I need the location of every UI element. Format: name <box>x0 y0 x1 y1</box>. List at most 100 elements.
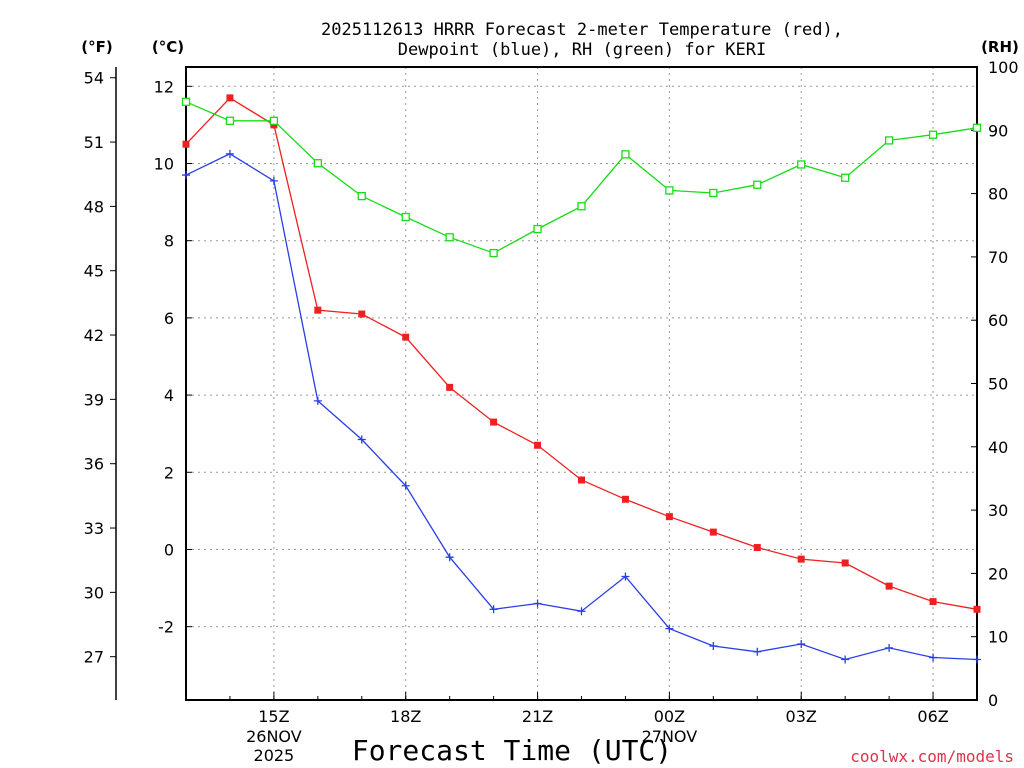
time-tick-year: 2025 <box>254 746 295 765</box>
time-tick-label: 03Z <box>786 707 817 726</box>
rh-point <box>928 130 938 139</box>
temperature-point <box>885 582 893 590</box>
dewpoint-point <box>753 647 762 656</box>
time-tick-label: 00Z <box>654 707 685 726</box>
rh-point <box>313 159 322 168</box>
fahrenheit-tick-label: 54 <box>84 69 104 88</box>
chart-title-line1: 2025112613 HRRR Forecast 2-meter Tempera… <box>321 20 843 40</box>
celsius-tick-label: 8 <box>164 232 174 251</box>
rh-tick-label: 50 <box>988 375 1008 394</box>
chart-title-line2: Dewpoint (blue), RH (green) for KERI <box>398 40 766 60</box>
dewpoint-point <box>841 655 850 664</box>
data-series <box>181 94 982 664</box>
temperature-series <box>182 94 981 613</box>
dewpoint-point <box>885 643 894 652</box>
celsius-tick-label: 10 <box>154 154 174 173</box>
rh-tick-label: 20 <box>988 564 1008 583</box>
grid-lines <box>186 67 977 700</box>
rh-point <box>489 248 498 258</box>
dewpoint-point <box>401 481 410 490</box>
temperature-point <box>358 310 366 318</box>
dewpoint-point <box>489 605 498 614</box>
rh-point <box>665 186 674 195</box>
temperature-point <box>841 559 849 567</box>
rh-tick-label: 30 <box>988 501 1008 520</box>
rh-point <box>577 202 586 211</box>
rh-point <box>225 116 235 125</box>
time-tick-label: 21Z <box>522 707 553 726</box>
fahrenheit-tick-label: 33 <box>84 519 104 538</box>
dewpoint-point <box>973 655 981 664</box>
temperature-point <box>709 528 717 536</box>
fahrenheit-axis-ticks: 27 30 33 36 39 42 45 48 51 54 <box>84 69 116 667</box>
celsius-tick-label: 12 <box>154 77 174 96</box>
time-tick-label: 18Z <box>390 707 421 726</box>
dewpoint-point <box>225 149 234 158</box>
fahrenheit-tick-label: 51 <box>84 133 104 152</box>
temperature-point <box>490 418 498 426</box>
celsius-tick-label: 4 <box>164 386 174 405</box>
dewpoint-point <box>577 607 586 616</box>
temperature-point <box>446 383 454 391</box>
dewpoint-point <box>313 396 322 405</box>
temperature-point <box>402 333 410 341</box>
celsius-tick-label: -2 <box>158 618 174 637</box>
temperature-line <box>185 97 978 610</box>
celsius-tick-label: 6 <box>164 309 174 328</box>
rh-tick-label: 0 <box>988 691 998 710</box>
rh-axis-ticks: 0 10 20 30 40 50 60 70 80 90 100 <box>971 58 1019 710</box>
rh-tick-label: 60 <box>988 311 1008 330</box>
time-tick-label: 06Z <box>917 707 948 726</box>
dewpoint-point <box>929 653 938 662</box>
temperature-point <box>753 544 761 552</box>
temperature-point <box>797 555 805 563</box>
fahrenheit-tick-label: 27 <box>84 648 104 667</box>
credit-link[interactable]: coolwx.com/models <box>850 747 1014 766</box>
temperature-point <box>621 495 629 503</box>
dewpoint-point <box>709 641 718 650</box>
dewpoint-point <box>665 624 674 633</box>
plot-frame <box>185 66 978 701</box>
fahrenheit-tick-label: 30 <box>84 583 104 602</box>
temperature-point <box>534 441 542 449</box>
time-tick-date: 26NOV <box>246 727 302 746</box>
celsius-axis-ticks: -2 0 2 4 6 8 10 12 <box>154 77 192 637</box>
rh-point <box>709 188 718 198</box>
rh-unit-label: (RH) <box>981 38 1019 56</box>
time-tick-label: 15Z <box>258 707 289 726</box>
rh-point <box>621 150 630 159</box>
rh-tick-label: 70 <box>988 248 1008 267</box>
dewpoint-point <box>182 171 190 180</box>
dewpoint-point <box>357 435 366 444</box>
dewpoint-line <box>185 153 978 661</box>
rh-point <box>753 180 762 189</box>
dewpoint-point <box>621 572 630 581</box>
rh-point <box>445 233 454 242</box>
fahrenheit-unit-label: (°F) <box>81 38 112 56</box>
rh-point <box>357 191 366 201</box>
rh-point <box>841 173 850 182</box>
temperature-point <box>973 605 981 613</box>
rh-point <box>181 97 191 106</box>
rh-series <box>181 97 982 258</box>
rh-point <box>533 224 542 234</box>
celsius-unit-label: (°C) <box>152 38 184 56</box>
rh-line <box>185 101 978 254</box>
celsius-tick-label: 0 <box>164 540 174 559</box>
temperature-point <box>226 94 234 102</box>
rh-point <box>884 136 894 145</box>
dewpoint-point <box>269 176 278 185</box>
celsius-tick-label: 2 <box>164 463 174 482</box>
rh-tick-label: 10 <box>988 628 1008 647</box>
rh-point <box>797 160 806 169</box>
dewpoint-point <box>445 553 454 562</box>
temperature-point <box>929 598 937 606</box>
dewpoint-point <box>533 599 542 608</box>
fahrenheit-tick-label: 36 <box>84 455 104 474</box>
temperature-point <box>182 140 190 148</box>
dewpoint-point <box>797 640 806 649</box>
rh-tick-label: 40 <box>988 438 1008 457</box>
fahrenheit-tick-label: 48 <box>84 197 104 216</box>
